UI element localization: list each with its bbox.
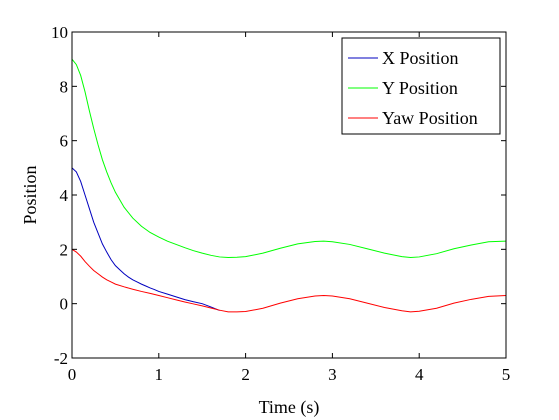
series-line-yaw-position [71, 248, 507, 313]
y-tick-label: 6 [60, 132, 69, 151]
x-axis-title: Time (s) [259, 397, 320, 418]
series-line-x-position [71, 167, 220, 311]
y-axis-title: Position [20, 165, 40, 224]
legend-label-yaw-position: Yaw Position [382, 108, 478, 128]
y-tick-label: -2 [54, 349, 68, 368]
legend-label-y-position: Y Position [382, 78, 458, 98]
x-tick-label: 1 [155, 365, 164, 384]
plot-frame [71, 31, 507, 359]
y-tick-label: 10 [51, 23, 68, 42]
x-tick-label: 3 [328, 365, 337, 384]
y-tick-label: 0 [60, 295, 69, 314]
x-tick-label: 5 [502, 365, 511, 384]
x-tick-label: 2 [241, 365, 250, 384]
legend: X Position Y Position Yaw Position [341, 37, 501, 135]
legend-label-x-position: X Position [382, 48, 459, 68]
x-tick-label: 0 [68, 365, 77, 384]
series-layer [71, 58, 507, 313]
y-tick-label: 8 [60, 77, 69, 96]
x-tick-label: 4 [415, 365, 424, 384]
legend-entry-y-position: Y Position [348, 78, 458, 98]
legend-entry-yaw-position: Yaw Position [348, 108, 478, 128]
series-line-y-position [71, 58, 507, 258]
y-tick-label: 4 [60, 186, 69, 205]
legend-entry-x-position: X Position [348, 48, 459, 68]
y-tick-label: 2 [60, 240, 69, 259]
